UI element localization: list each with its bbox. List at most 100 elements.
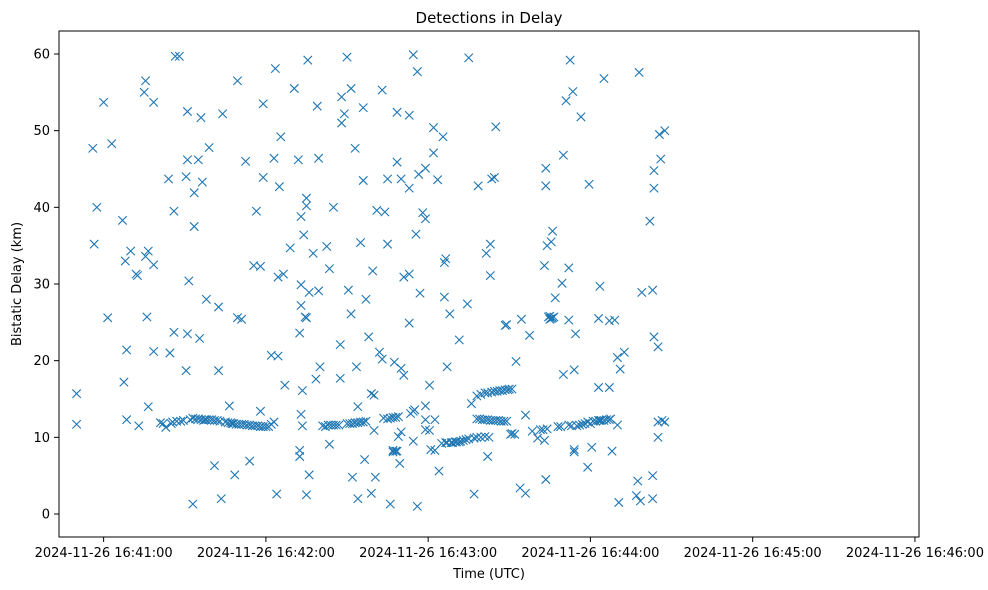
detection-point [163,174,174,184]
detection-point [272,489,282,499]
y-tick-label: 30 [33,278,50,293]
detection-point [539,261,550,271]
detection-point [484,432,494,442]
detection-point [520,410,531,420]
detection-point [558,369,568,380]
detection-point [614,497,624,508]
detection-point [549,312,559,322]
y-tick-label: 60 [33,48,50,63]
detection-point [99,97,109,107]
detection-point [119,377,129,387]
detection-point [361,416,371,426]
detection-point [648,471,658,481]
detection-point [143,402,153,412]
detection-point [485,270,495,281]
detection-point [339,109,349,119]
detection-point [255,261,266,271]
detection-point [396,427,406,437]
detection-point [149,260,159,270]
detection-point [648,285,658,295]
detection-point [541,163,551,173]
detection-point [274,182,284,192]
detection-point [295,328,305,338]
detection-point [469,489,479,499]
detection-point [404,318,414,328]
detection-point [88,143,98,153]
y-axis-label: Bistatic Delay (km) [10,222,25,346]
detection-point [382,174,393,184]
detection-point [466,399,477,409]
detection-point [520,488,531,498]
detection-point [331,420,341,430]
detection-point [314,286,324,296]
detection-point [569,447,579,457]
detection-point [428,123,439,133]
detection-point [169,327,179,337]
detection-point [631,491,641,501]
detection-point [296,300,306,311]
detection-point [653,342,663,352]
detection-point [103,313,113,323]
detection-point [140,76,151,86]
detection-point [377,354,387,364]
y-tick-label: 40 [33,201,50,216]
detection-point [539,435,550,445]
y-tick-label: 10 [33,431,50,446]
detection-point [92,202,102,212]
detection-point [454,335,464,345]
detection-point [527,426,537,436]
detection-point [297,421,307,431]
detection-point [439,292,449,302]
detection-point [311,374,321,384]
detection-point [461,435,471,445]
detection-point [368,266,378,276]
detection-point [553,422,563,432]
detection-point [315,362,325,372]
detection-point [458,435,468,445]
detection-point [430,415,440,425]
detection-point [561,96,571,106]
detection-point [408,50,418,60]
detection-point [399,370,409,380]
detection-point [369,425,379,436]
detection-point [342,52,352,62]
detection-point [615,364,625,374]
detection-point [324,264,335,274]
detection-point [593,382,604,393]
detection-point [189,188,199,198]
detection-point [483,451,493,462]
detection-point [322,241,332,252]
detection-point [547,226,558,236]
detection-point [107,139,117,149]
detection-point [576,112,586,122]
detection-point [196,113,206,123]
detection-point [504,384,514,394]
detection-point [485,239,495,249]
detection-point [251,206,262,216]
detection-point [197,177,207,187]
detection-point [473,181,483,191]
detection-point [351,362,362,372]
detection-point [334,420,344,430]
detection-point [230,470,240,480]
detection-point [472,432,482,442]
detection-point [420,415,431,425]
detection-point [312,101,322,111]
detection-point [320,422,330,432]
detection-point [370,472,381,482]
detection-point [412,501,422,511]
detection-point [385,499,395,509]
detection-point [595,281,605,291]
detection-point [442,362,452,372]
detection-point [347,472,358,482]
detection-point [607,446,617,456]
detection-point [568,86,578,97]
detection-point [612,353,623,363]
detection-point [255,406,266,416]
detection-point [564,263,574,273]
detection-point [296,211,306,222]
detection-point [261,422,271,432]
detection-point [569,365,579,375]
detection-point [273,272,283,282]
detection-point [418,208,428,218]
